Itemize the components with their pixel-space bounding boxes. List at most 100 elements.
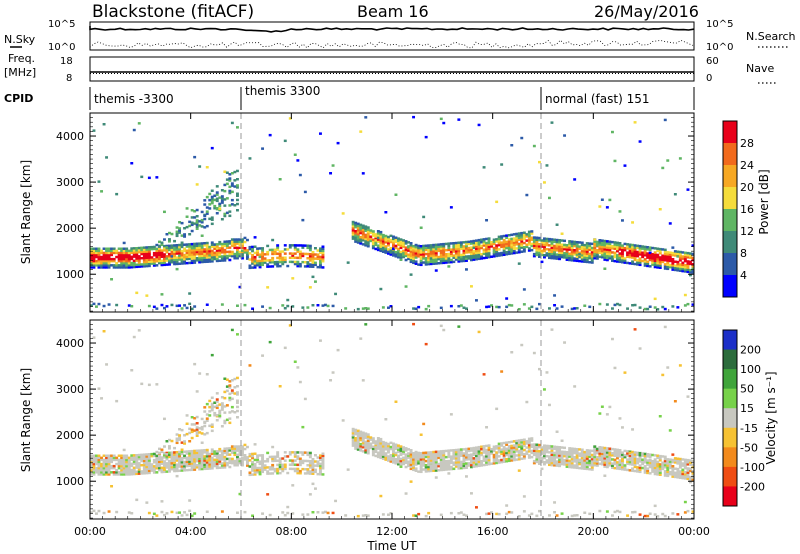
power-cell [550, 250, 554, 254]
power-cell [92, 247, 96, 250]
power-cell [193, 261, 197, 264]
power-cell [100, 190, 104, 193]
power-cell [329, 172, 333, 175]
velocity-cell [608, 455, 612, 459]
velocity-cell [334, 499, 338, 503]
velocity-cell [236, 376, 239, 380]
power-cell [122, 255, 126, 259]
power-cell [678, 259, 682, 262]
power-cell [636, 261, 640, 264]
power-cell [241, 238, 244, 241]
power-cell [130, 266, 134, 269]
power-cell [678, 250, 682, 254]
velocity-cell [525, 450, 529, 453]
power-cell [376, 236, 380, 240]
power-cell [145, 264, 149, 268]
velocity-cell [253, 464, 257, 468]
power-cell [145, 252, 149, 255]
velocity-cell [354, 428, 358, 432]
velocity-cell [356, 435, 360, 439]
power-cell [477, 247, 481, 250]
power-cell [173, 260, 177, 264]
velocity-cell [208, 410, 212, 413]
power-cell [291, 254, 295, 257]
velocity-cell [180, 428, 184, 432]
power-cell [568, 258, 572, 262]
power-cell [636, 263, 640, 266]
velocity-cell [238, 445, 242, 448]
velocity-cell [356, 448, 360, 451]
velocity-cell [482, 455, 486, 458]
power-cell [651, 261, 655, 264]
velocity-cell [600, 405, 604, 408]
velocity-cell [301, 459, 305, 463]
power-cell [356, 235, 360, 238]
power-colorbar-swatch [723, 231, 737, 254]
power-cell [633, 248, 637, 251]
velocity-cell [220, 402, 224, 405]
power-cell [683, 251, 687, 255]
power-cell [273, 263, 277, 266]
velocity-cell [296, 457, 300, 460]
power-cell [545, 252, 549, 255]
velocity-cell [583, 463, 587, 466]
velocity-cell [351, 444, 355, 447]
velocity-cell [218, 409, 222, 413]
velocity-cell [452, 453, 456, 456]
velocity-cell [399, 453, 403, 457]
velocity-cell [178, 428, 182, 431]
velocity-cell [545, 459, 549, 462]
power-cell [351, 233, 355, 236]
velocity-cell [512, 440, 516, 443]
velocity-panel-frame [89, 319, 695, 520]
power-cell [223, 189, 227, 193]
power-cell [208, 203, 212, 206]
power-cell [512, 237, 516, 240]
velocity-cell [689, 480, 692, 484]
power-cell [409, 258, 413, 262]
velocity-cell [283, 465, 287, 469]
velocity-cell [258, 460, 262, 463]
velocity-cell [419, 460, 423, 463]
power-cell [565, 250, 569, 253]
power-cell [646, 264, 650, 268]
velocity-cell [258, 462, 262, 466]
power-cell [646, 252, 650, 255]
power-cell [188, 261, 192, 265]
power-cell [641, 247, 645, 250]
power-cell [555, 257, 559, 260]
velocity-cell [555, 464, 559, 467]
power-cell [293, 260, 297, 264]
velocity-cell [578, 454, 582, 457]
power-cell [497, 248, 501, 251]
power-cell [359, 231, 363, 235]
power-cell [643, 264, 647, 267]
velocity-cell [545, 444, 549, 448]
velocity-cell [560, 454, 564, 458]
power-cell [439, 306, 443, 310]
power-cell [666, 255, 670, 258]
velocity-cell [195, 432, 199, 435]
velocity-cell [424, 514, 428, 518]
power-cell [397, 239, 400, 242]
power-cell [220, 195, 224, 198]
velocity-cell [314, 487, 317, 490]
velocity-cell [220, 462, 224, 465]
power-cell [397, 251, 400, 255]
power-cell [459, 247, 463, 250]
power-cell [543, 254, 546, 257]
velocity-cell [208, 459, 212, 462]
power-cell [278, 256, 282, 260]
velocity-cell [155, 458, 159, 462]
power-cell [346, 261, 350, 264]
velocity-cell [631, 469, 635, 472]
power-cell [112, 251, 116, 255]
velocity-cell [409, 455, 413, 458]
power-cell [558, 243, 562, 246]
power-cell [208, 198, 212, 202]
velocity-cell [241, 459, 244, 463]
velocity-cell [140, 472, 144, 475]
power-cell [631, 221, 635, 224]
velocity-cell [90, 473, 93, 476]
